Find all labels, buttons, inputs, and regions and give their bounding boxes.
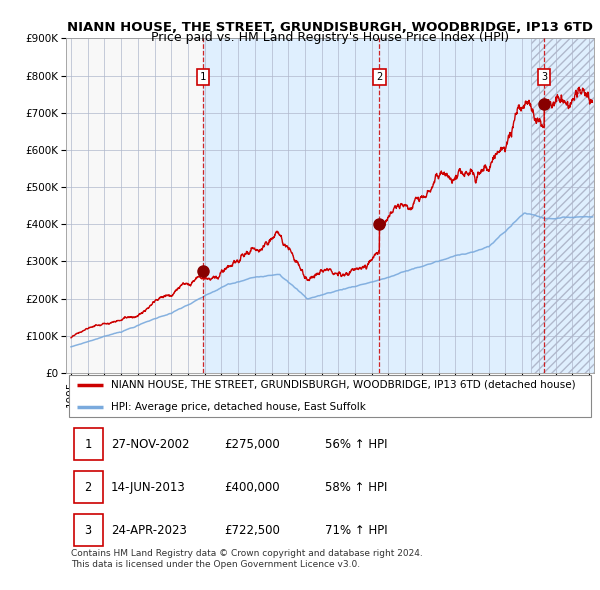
Text: 2: 2 [85,481,92,494]
Text: £400,000: £400,000 [224,481,280,494]
Text: 2: 2 [376,72,383,82]
FancyBboxPatch shape [74,514,103,546]
FancyBboxPatch shape [74,428,103,460]
Text: NIANN HOUSE, THE STREET, GRUNDISBURGH, WOODBRIDGE, IP13 6TD: NIANN HOUSE, THE STREET, GRUNDISBURGH, W… [67,21,593,34]
Text: 1: 1 [200,72,206,82]
Text: 56% ↑ HPI: 56% ↑ HPI [325,438,387,451]
Text: 71% ↑ HPI: 71% ↑ HPI [325,524,388,537]
Text: HPI: Average price, detached house, East Suffolk: HPI: Average price, detached house, East… [111,402,366,412]
Text: 58% ↑ HPI: 58% ↑ HPI [325,481,387,494]
Text: 24-APR-2023: 24-APR-2023 [111,524,187,537]
Bar [530,38,594,373]
Text: Contains HM Land Registry data © Crown copyright and database right 2024.
This d: Contains HM Land Registry data © Crown c… [71,549,423,569]
Text: 27-NOV-2002: 27-NOV-2002 [111,438,190,451]
Text: 3: 3 [85,524,92,537]
Text: 1: 1 [85,438,92,451]
FancyBboxPatch shape [74,471,103,503]
Text: £275,000: £275,000 [224,438,280,451]
Text: NIANN HOUSE, THE STREET, GRUNDISBURGH, WOODBRIDGE, IP13 6TD (detached house): NIANN HOUSE, THE STREET, GRUNDISBURGH, W… [111,380,575,390]
Text: £722,500: £722,500 [224,524,280,537]
FancyBboxPatch shape [68,375,592,417]
Bar [530,38,594,373]
Text: 14-JUN-2013: 14-JUN-2013 [111,481,185,494]
Text: 3: 3 [541,72,547,82]
Text: Price paid vs. HM Land Registry's House Price Index (HPI): Price paid vs. HM Land Registry's House … [151,31,509,44]
Bar [203,38,530,373]
